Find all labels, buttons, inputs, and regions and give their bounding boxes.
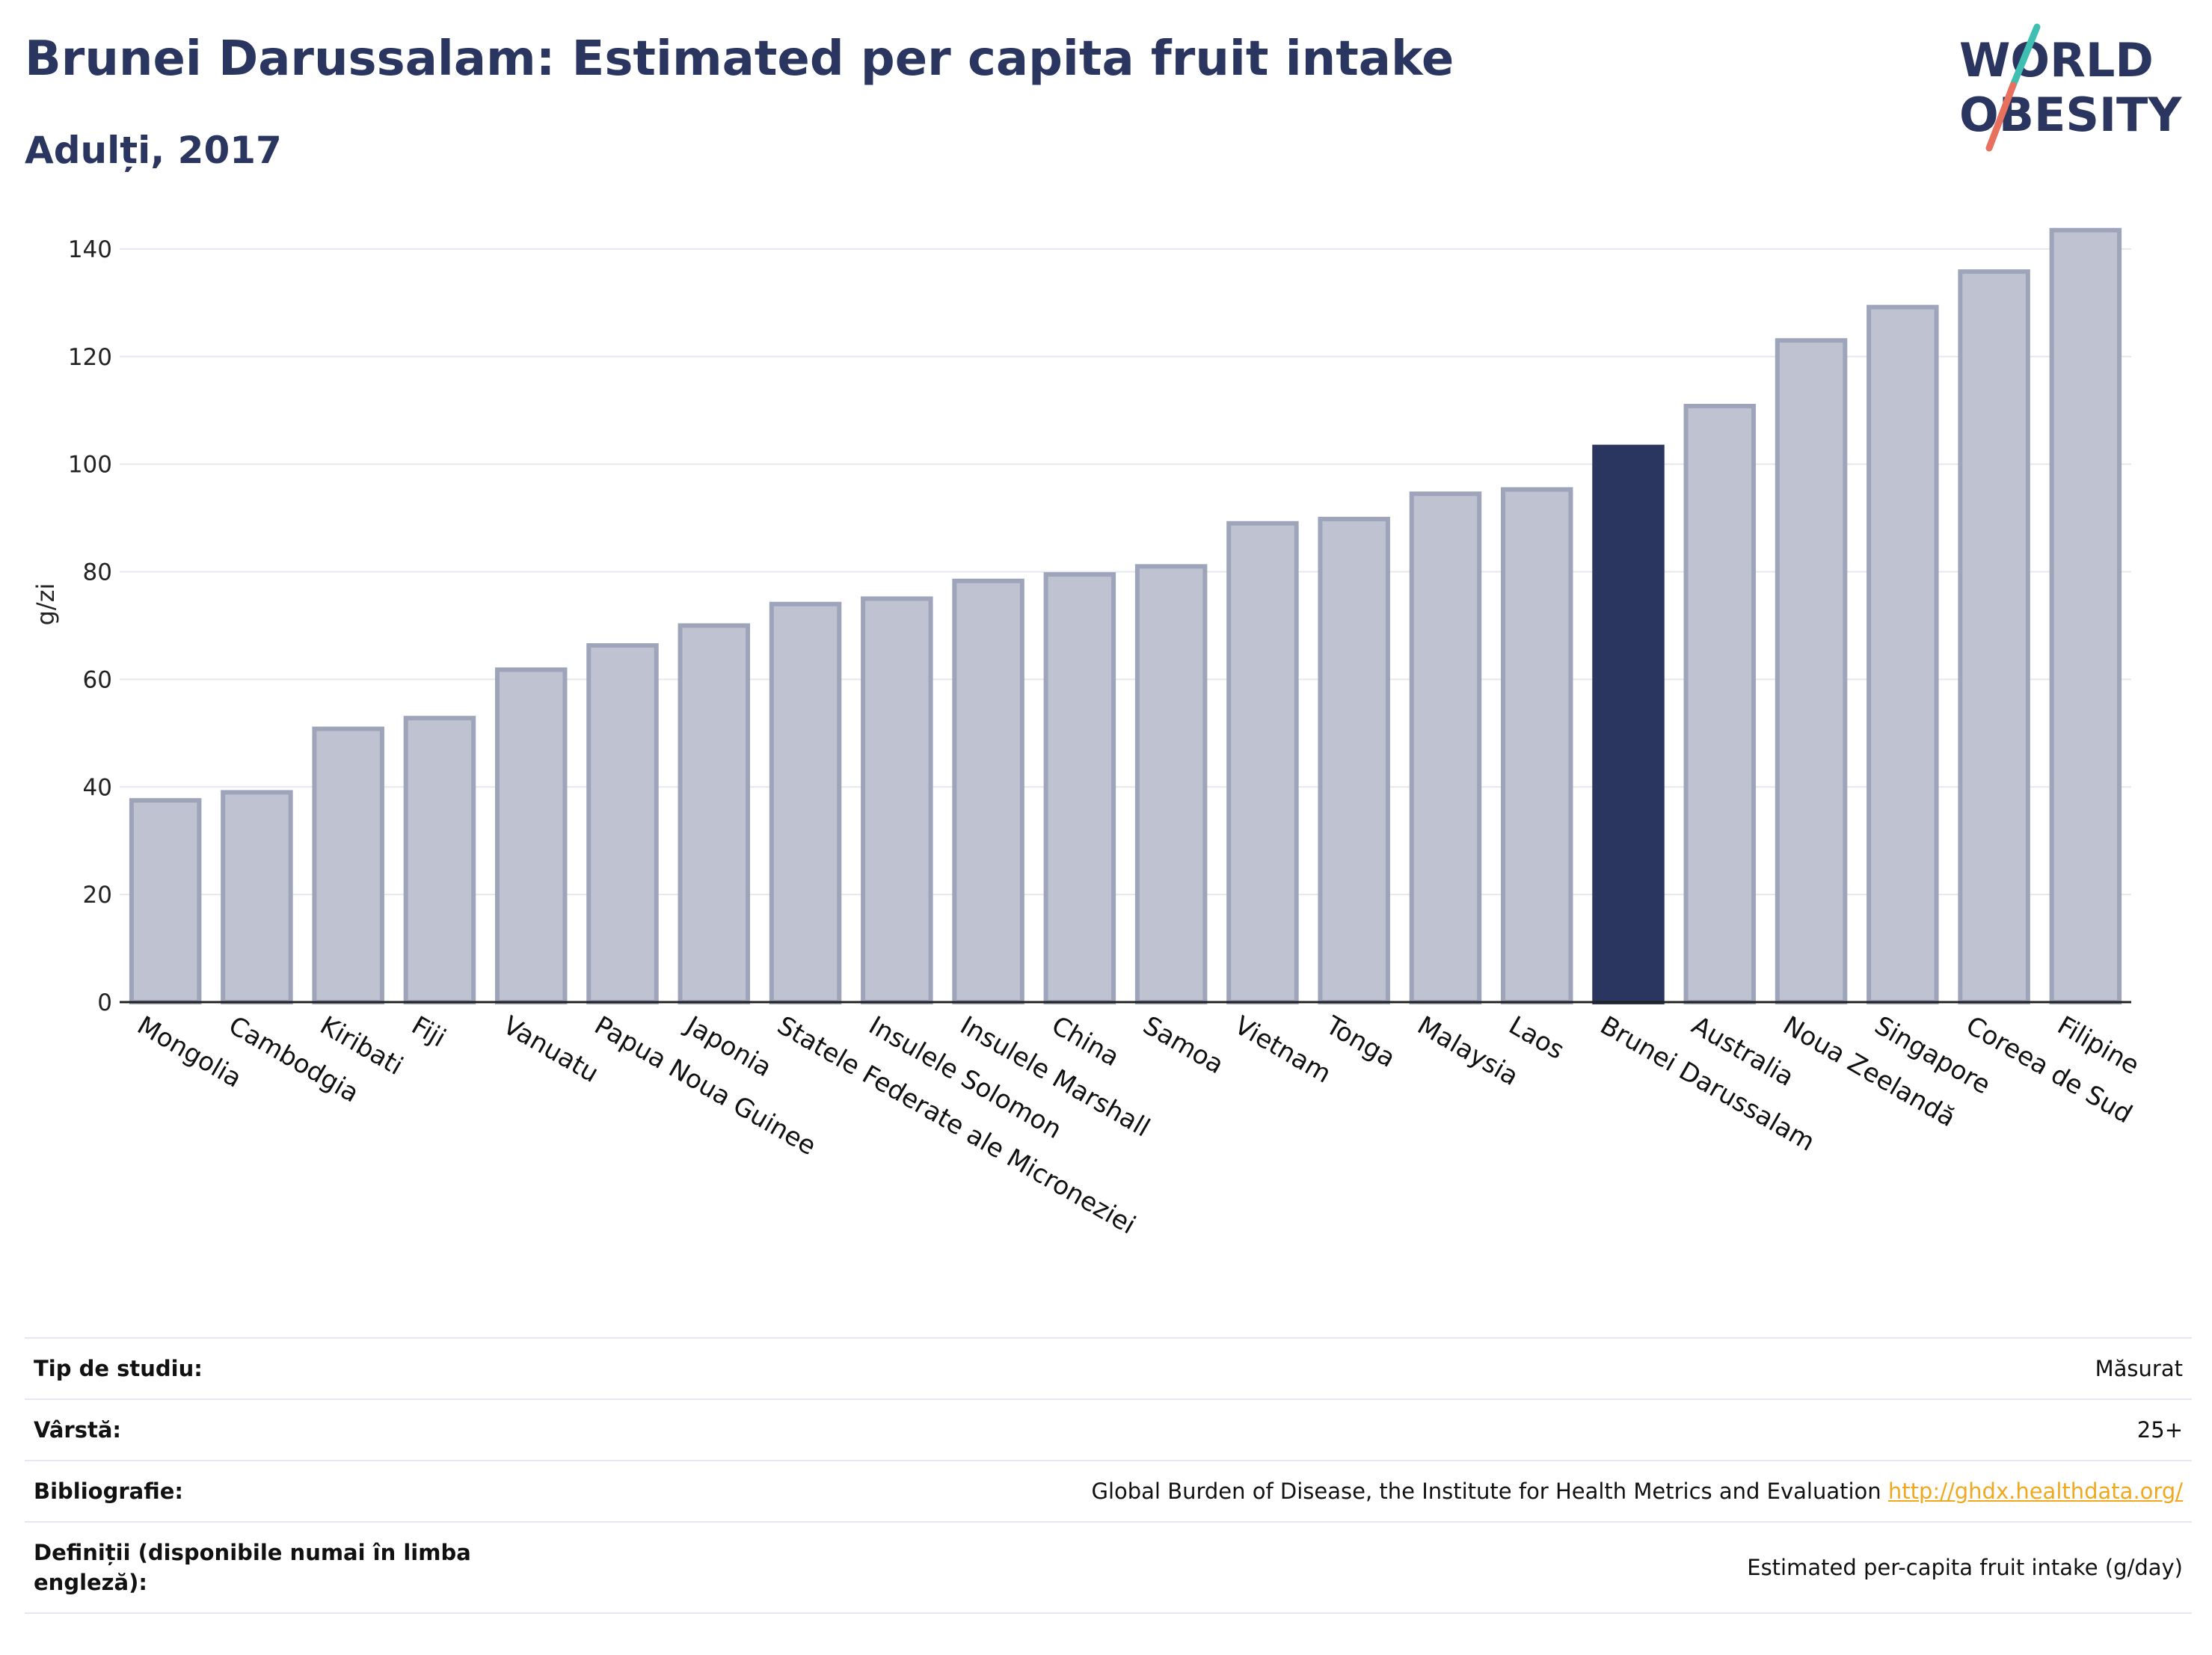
logo-slash-red [1985, 82, 2017, 152]
bar [1226, 521, 1299, 1004]
bar [678, 623, 751, 1004]
bars [129, 227, 2122, 1005]
bar [221, 790, 293, 1004]
bar [1867, 304, 1939, 1004]
bar [952, 578, 1024, 1004]
y-axis-title: g/zi [31, 583, 60, 626]
bar [1409, 491, 1482, 1004]
bar [1134, 564, 1208, 1004]
y-tick-label: 0 [97, 989, 112, 1016]
info-label: Bibliografie: [34, 1479, 183, 1504]
y-tick-label: 120 [68, 344, 112, 371]
y-tick-label: 20 [83, 882, 112, 909]
info-label: Definiții (disponibile numai în limba en… [34, 1540, 471, 1595]
y-tick-label: 140 [68, 236, 112, 263]
info-row-bibliography: Bibliografie: Global Burden of Disease, … [25, 1461, 2192, 1522]
bar [494, 667, 568, 1005]
info-label: Tip de studiu: [34, 1356, 203, 1381]
info-value-with-link: Global Burden of Disease, the Institute … [506, 1461, 2192, 1522]
info-value: Estimated per-capita fruit intake (g/day… [1747, 1555, 2183, 1580]
bar [769, 601, 842, 1004]
bar [1775, 338, 1848, 1005]
bar [1318, 517, 1390, 1004]
logo-text-world: WORLD [1959, 33, 2154, 87]
x-tick-label: Vanuatu [498, 1010, 603, 1089]
info-row-age: Vârstă: 25+ [25, 1399, 2192, 1461]
bar [403, 716, 476, 1005]
bar [1043, 572, 1116, 1004]
info-table: Tip de studiu: Măsurat Vârstă: 25+ Bibli… [25, 1337, 2192, 1614]
x-tick-label: Malaysia [1412, 1010, 1523, 1092]
bar [586, 643, 659, 1004]
info-value: 25+ [2136, 1417, 2183, 1443]
bar [1683, 403, 1757, 1004]
bar [2049, 227, 2122, 1004]
chart-subtitle: Adulți, 2017 [25, 129, 282, 172]
bar [861, 596, 933, 1004]
info-row-definitions: Definiții (disponibile numai în limba en… [25, 1522, 2192, 1613]
bar [312, 726, 384, 1004]
x-tick-label: Mongolia [132, 1010, 247, 1094]
world-obesity-logo: WORLD OBESITY [1959, 23, 2182, 152]
bibliography-text: Global Burden of Disease, the Institute … [1091, 1479, 1881, 1504]
logo-slash-teal [2009, 23, 2041, 89]
x-tick-label: Vietnam [1229, 1010, 1336, 1090]
info-row-study-type: Tip de studiu: Măsurat [25, 1338, 2192, 1399]
bar [129, 798, 202, 1004]
x-tick-label: Samoa [1138, 1010, 1229, 1080]
y-tick-label: 40 [83, 774, 112, 801]
bar [1500, 487, 1573, 1004]
y-tick-label: 80 [83, 559, 112, 586]
chart-title: Brunei Darussalam: Estimated per capita … [25, 31, 1454, 87]
x-tick-label: Fiji [406, 1010, 450, 1053]
y-tick-label: 60 [83, 666, 112, 693]
y-tick-label: 100 [68, 452, 112, 479]
bar-highlighted [1592, 444, 1665, 1004]
bar [1958, 269, 2030, 1004]
y-axis-labels: 0 20 40 60 80 100 120 140 [68, 236, 112, 1016]
x-tick-label: Laos [1504, 1010, 1570, 1066]
info-label: Vârstă: [34, 1417, 122, 1443]
bibliography-link[interactable]: http://ghdx.healthdata.org/ [1887, 1479, 2183, 1504]
info-value: Măsurat [2095, 1356, 2183, 1381]
